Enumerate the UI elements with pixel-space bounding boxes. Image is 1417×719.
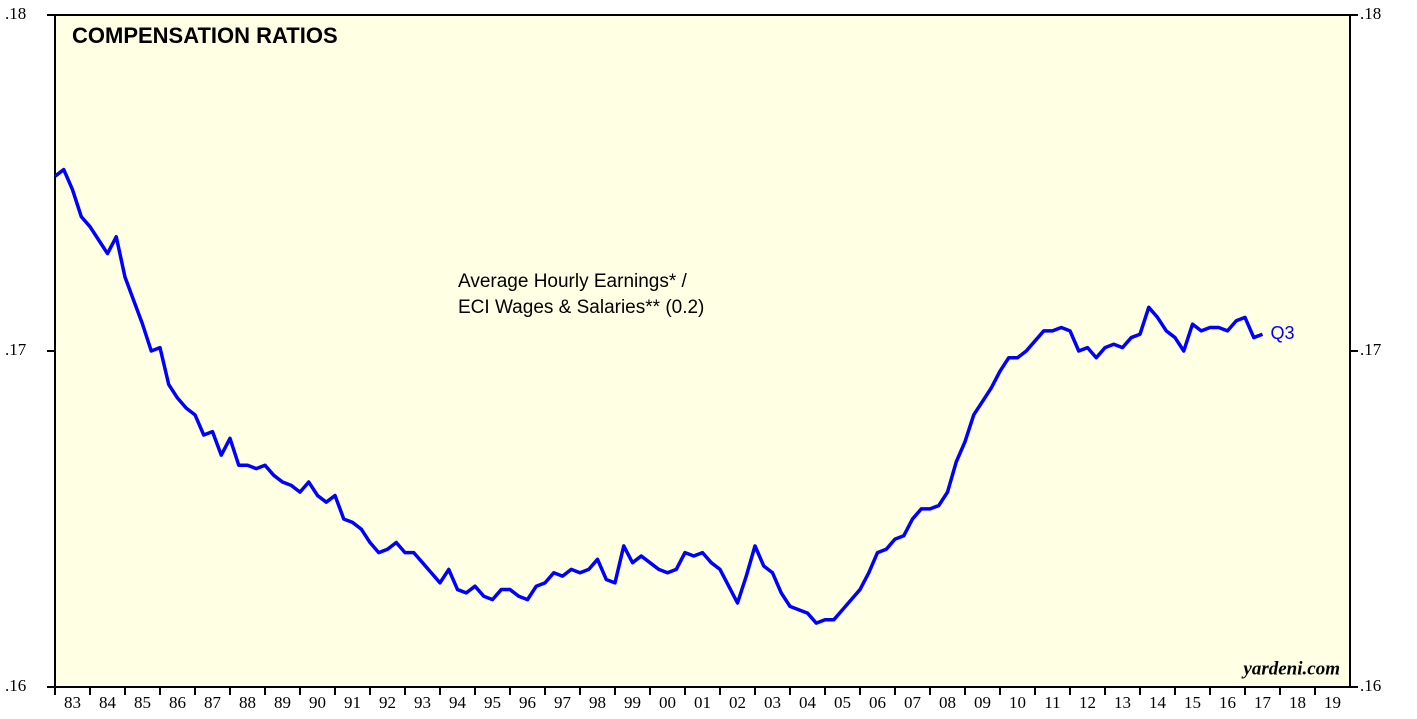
x-tick-label: 06 — [869, 693, 886, 712]
x-tick-label: 04 — [799, 693, 817, 712]
x-tick-label: 97 — [554, 693, 572, 712]
annotation: Average Hourly Earnings* / — [458, 271, 688, 292]
y-tick-label: .18 — [5, 4, 26, 23]
x-tick-label: 19 — [1324, 693, 1341, 712]
x-tick-label: 13 — [1114, 693, 1131, 712]
x-tick-label: 91 — [344, 693, 361, 712]
x-tick-label: 12 — [1079, 693, 1096, 712]
x-tick-label: 84 — [99, 693, 117, 712]
x-tick-label: 92 — [379, 693, 396, 712]
x-tick-label: 16 — [1219, 693, 1236, 712]
x-tick-label: 87 — [204, 693, 222, 712]
annotation: ECI Wages & Salaries** (0.2) — [458, 297, 704, 318]
x-tick-label: 11 — [1044, 693, 1060, 712]
y-tick-label: .16 — [5, 676, 26, 695]
x-tick-label: 15 — [1184, 693, 1201, 712]
x-tick-label: 93 — [414, 693, 431, 712]
x-tick-label: 89 — [274, 693, 291, 712]
x-tick-label: 95 — [484, 693, 501, 712]
x-tick-label: 17 — [1254, 693, 1272, 712]
y2-tick-label: .18 — [1360, 4, 1381, 23]
end-label: Q3 — [1271, 323, 1295, 343]
x-tick-label: 10 — [1009, 693, 1026, 712]
x-tick-label: 85 — [134, 693, 151, 712]
x-tick-label: 94 — [449, 693, 467, 712]
x-tick-label: 02 — [729, 693, 746, 712]
x-tick-label: 83 — [64, 693, 81, 712]
x-tick-label: 08 — [939, 693, 956, 712]
x-tick-label: 90 — [309, 693, 326, 712]
series-line — [53, 167, 1264, 625]
x-tick-label: 86 — [169, 693, 186, 712]
x-tick-label: 14 — [1149, 693, 1167, 712]
x-tick-label: 07 — [904, 693, 922, 712]
x-tick-label: 01 — [694, 693, 711, 712]
y2-tick-label: .17 — [1360, 340, 1382, 359]
x-tick-label: 05 — [834, 693, 851, 712]
y2-tick-label: .16 — [1360, 676, 1381, 695]
x-tick-label: 00 — [659, 693, 676, 712]
x-tick-label: 98 — [589, 693, 606, 712]
x-tick-label: 99 — [624, 693, 641, 712]
source: yardeni.com — [1241, 658, 1340, 679]
x-tick-label: 09 — [974, 693, 991, 712]
x-tick-label: 18 — [1289, 693, 1306, 712]
x-tick-label: 96 — [519, 693, 536, 712]
x-tick-label: 88 — [239, 693, 256, 712]
y-tick-label: .17 — [5, 340, 27, 359]
chart-title: COMPENSATION RATIOS — [72, 23, 338, 48]
plot-area — [54, 14, 1351, 688]
x-tick-label: 03 — [764, 693, 781, 712]
